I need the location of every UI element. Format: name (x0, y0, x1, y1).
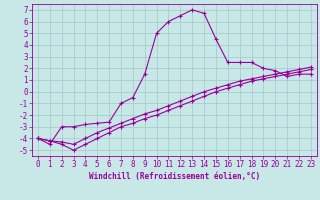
X-axis label: Windchill (Refroidissement éolien,°C): Windchill (Refroidissement éolien,°C) (89, 172, 260, 181)
